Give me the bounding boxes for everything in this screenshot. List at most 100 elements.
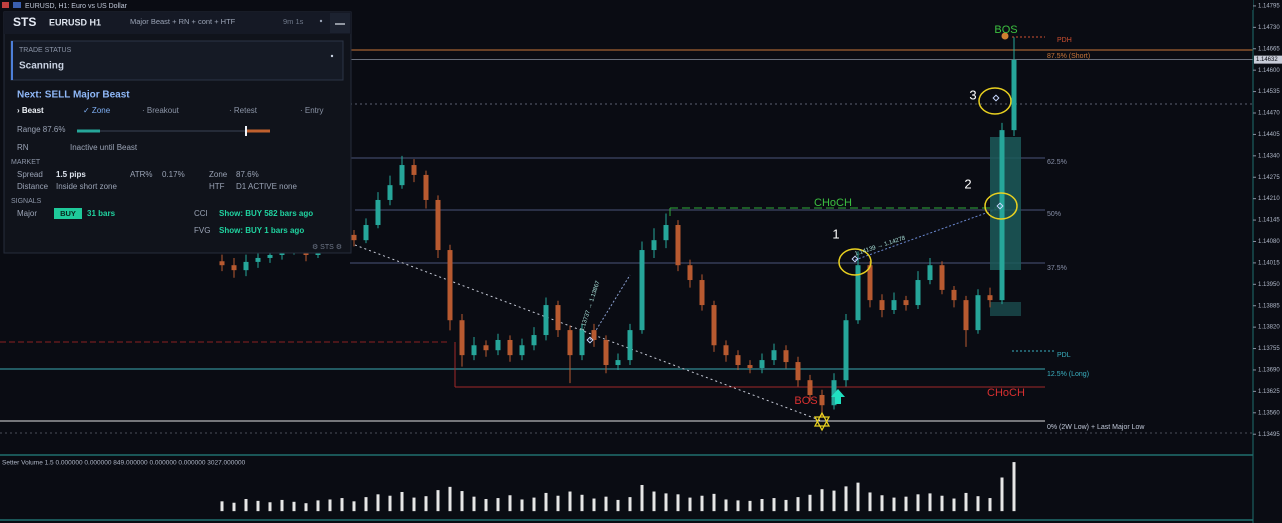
volume-bar [940,495,944,512]
volume-bar [256,500,260,512]
candle-body [615,360,621,366]
volume-bar [928,493,932,512]
market-label: HTF [209,182,225,191]
rn-label: RN [17,143,29,152]
signal-value: 31 bars [87,209,116,218]
volume-bar [880,495,884,512]
candle-body [1011,59,1017,131]
panel-symbol: EURUSD H1 [49,17,101,27]
volume-bar [904,496,908,512]
volume-bar [460,491,464,512]
candle-body [423,174,429,200]
volume-bar [784,499,788,512]
diamond-marker [586,336,594,344]
candle-body [855,265,861,321]
y-tick-label: 1.14730 [1258,25,1280,31]
volume-bar [436,490,440,512]
level-label: PDL [1057,352,1071,359]
volume-bar [304,503,308,512]
volume-bar [628,497,632,512]
candle-body [363,225,369,241]
volume-bar [688,497,692,512]
candle-body [459,320,465,356]
volume-bar [952,498,956,512]
candle-body [951,289,957,301]
buy-badge-text: BUY [60,209,76,218]
signal-label: CCI [194,209,208,218]
pdh-dot [1001,32,1009,40]
candle-body [663,225,669,241]
volume-bar [976,496,980,512]
y-tick-label: 1.13755 [1258,346,1280,352]
volume-bar [856,482,860,512]
minimize-button[interactable] [330,13,350,33]
chart-annotation: CHoCH [814,197,852,209]
volume-bar [400,491,404,512]
volume-bar [1000,477,1004,512]
projection-line [854,207,1001,261]
candle-body [699,280,705,306]
volume-bar [448,486,452,512]
volume-bar [832,490,836,512]
volume-bar [232,502,236,512]
highlight-circle [978,87,1012,115]
candle-body [675,225,681,266]
level-label: PDH [1057,37,1072,44]
zone [990,137,1021,270]
volume-bar [712,493,716,512]
volume-bar [316,500,320,512]
volume-bar [580,494,584,512]
status-accent [11,41,13,80]
market-value: D1 ACTIVE none [236,182,297,191]
candle-body [627,330,633,361]
volume-bar [772,498,776,512]
candle-body [603,339,609,366]
trend-line [354,244,823,422]
candle-body [687,265,693,281]
chart-annotation: 3 [969,87,976,102]
step: ✓ Zone [83,106,111,115]
volume-bar [820,489,824,512]
volume-bar [892,497,896,512]
volume-pane: Setter Volume 1.5 0.000000 0.000000 849.… [0,454,1282,521]
candle-body [747,365,753,368]
volume-bar [676,494,680,512]
y-tick-label: 1.14795 [1258,4,1280,10]
candle-body [999,130,1005,301]
candle-body [867,265,873,301]
candle-body [255,257,261,262]
volume-bar [640,484,644,512]
step: · Retest [229,106,258,115]
candle-body [879,300,885,311]
y-tick-label: 1.14665 [1258,46,1280,52]
candle-body [711,305,717,346]
volume-bar [544,492,548,512]
step: · Entry [300,106,324,115]
candle-body [543,305,549,336]
status-label: TRADE STATUS [19,47,72,54]
level-label: 0% (2W Low) + Last Major Low [1047,424,1145,431]
volume-bar [364,497,368,512]
volume-bar [424,496,428,512]
volume-bar [244,498,248,512]
section-title: MARKET [11,159,41,166]
y-tick-label: 1.14210 [1258,196,1280,202]
market-value: 0.17% [162,170,185,179]
market-value: 87.6% [236,170,259,179]
level-label: 87.5% (Short) [1047,53,1090,60]
candle-body [531,335,537,346]
panel-header [4,12,351,34]
y-tick-label: 1.14015 [1258,260,1280,266]
highlight-circle [984,192,1018,220]
candle-body [963,300,969,331]
candle-body [795,362,801,381]
level-label: 50% [1047,211,1061,218]
status-box [10,40,344,81]
candle-body [639,250,645,331]
status: Scanning [19,61,64,72]
volume-bar [292,501,296,512]
volume-bar [388,495,392,512]
candle-body [399,165,405,186]
current-price-box [1254,55,1282,64]
